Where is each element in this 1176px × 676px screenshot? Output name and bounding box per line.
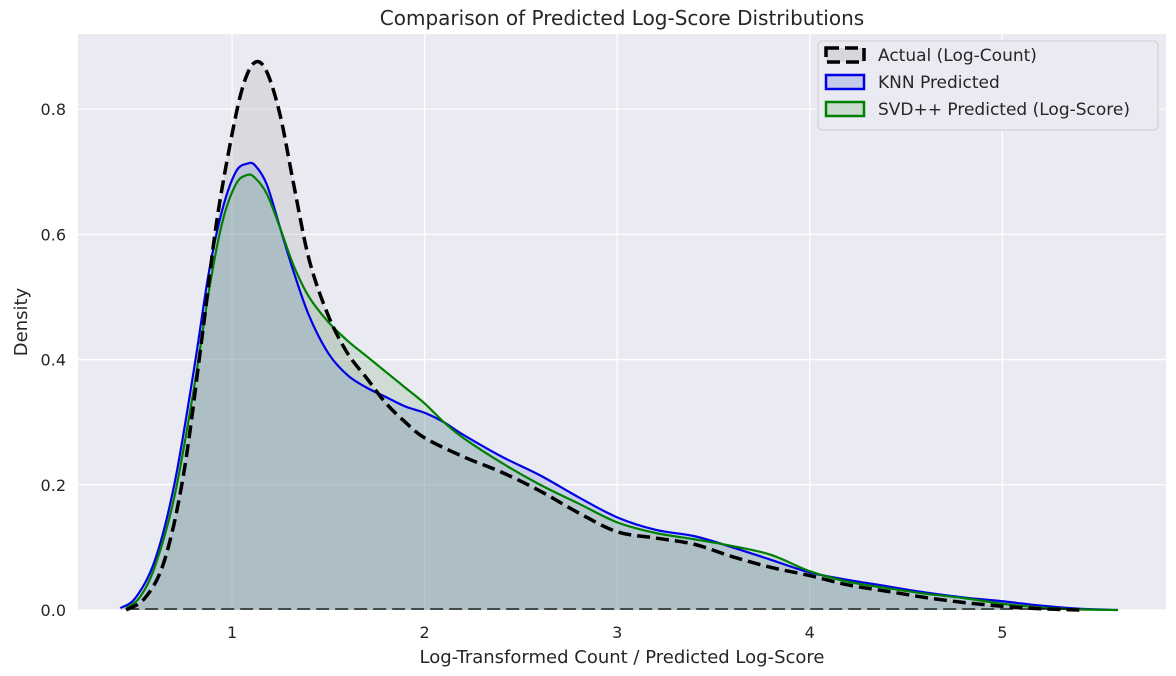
density-fills	[120, 61, 1118, 610]
y-tick-label: 0.2	[41, 476, 66, 495]
legend-swatch-actual	[824, 46, 866, 64]
y-tick-label: 0.4	[41, 351, 66, 370]
legend-label-knn: KNN Predicted	[878, 73, 1000, 93]
x-tick-labels: 1 2 3 4 5	[227, 623, 1007, 642]
legend-swatch-knn	[824, 73, 866, 91]
y-tick-label: 0.0	[41, 601, 66, 620]
svdpp-density-line	[125, 173, 1118, 612]
legend: Actual (Log-Count) KNN Predicted SVD++ Pre…	[817, 40, 1159, 131]
knn-density-line	[119, 161, 1118, 612]
actual-density-fill	[126, 61, 1080, 610]
legend-label-svdpp: SVD++ Predicted (Log-Score)	[878, 100, 1130, 120]
y-tick-label: 0.8	[41, 100, 66, 119]
legend-box	[817, 40, 1159, 131]
legend-swatch-svdpp	[824, 100, 866, 118]
svdpp-density-fill	[126, 174, 1118, 610]
x-axis-label: Log-Transformed Count / Predicted Log-Sc…	[420, 647, 825, 668]
y-axis-label: Density	[11, 287, 32, 356]
x-tick-label: 2	[420, 623, 430, 642]
y-tick-labels: 0.0 0.2 0.4 0.6 0.8	[41, 100, 66, 620]
legend-label-actual: Actual (Log-Count)	[878, 46, 1037, 66]
chart-title: Comparison of Predicted Log-Score Distri…	[380, 6, 864, 30]
y-tick-label: 0.6	[41, 225, 66, 244]
knn-density-fill	[120, 162, 1118, 610]
x-tick-label: 4	[805, 623, 815, 642]
x-tick-label: 1	[227, 623, 237, 642]
density-lines	[119, 59, 1118, 612]
x-tick-label: 5	[997, 623, 1007, 642]
actual-density-line	[125, 59, 1080, 612]
x-tick-label: 3	[612, 623, 622, 642]
